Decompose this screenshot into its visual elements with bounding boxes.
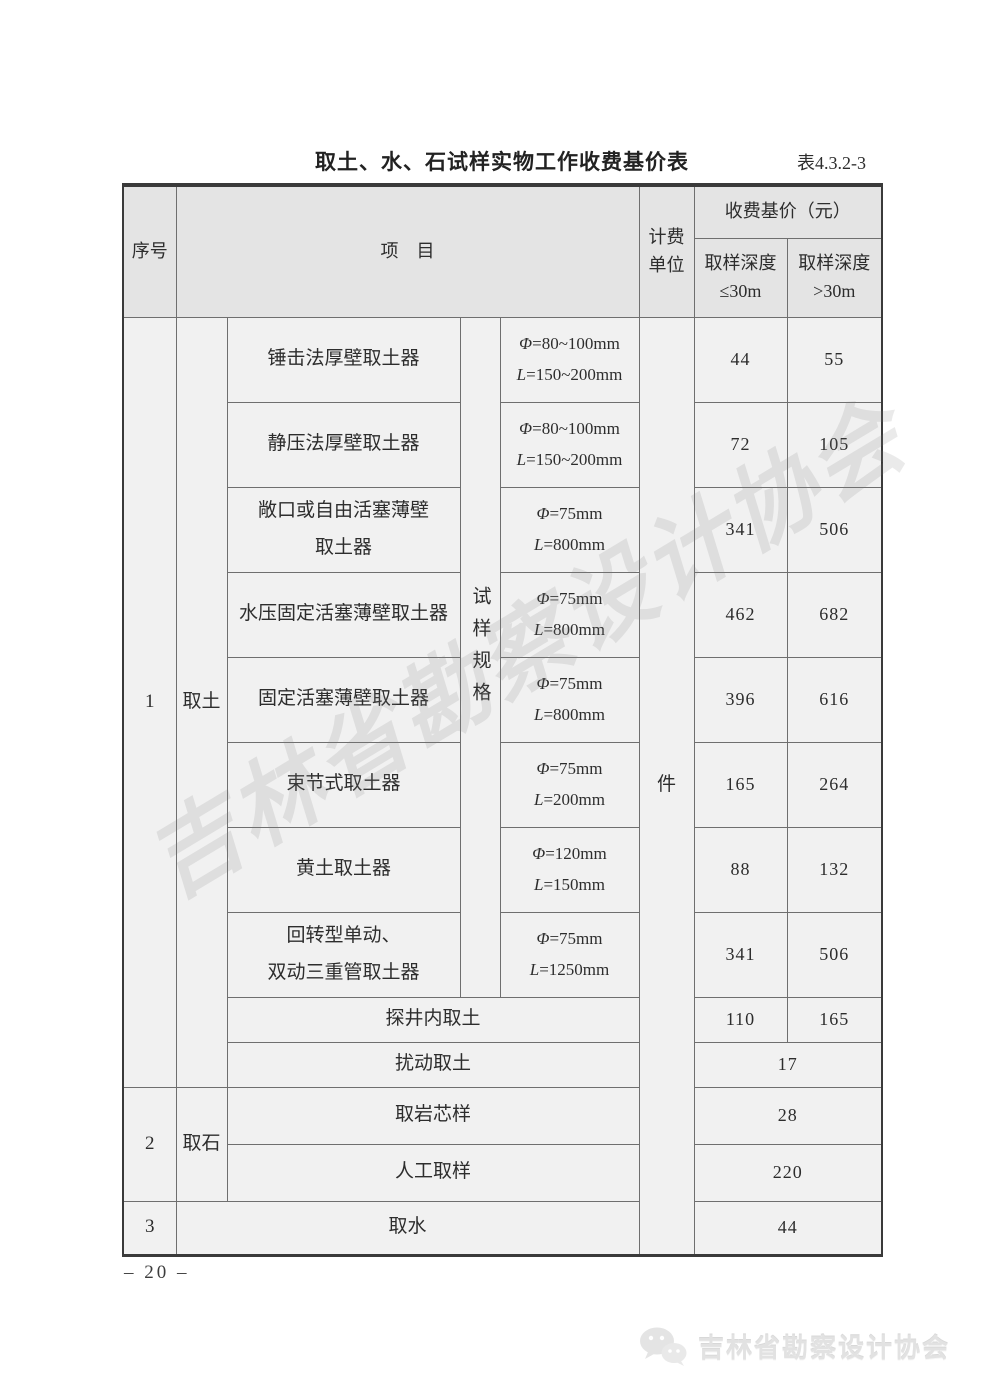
- item-name-cell: 固定活塞薄壁取土器: [226, 656, 461, 743]
- header-depth-gt30: 取样深度 >30m: [786, 237, 883, 318]
- unit-cell: 件: [638, 316, 695, 1256]
- table-row: 束节式取土器 Φ=75mm L=200mm 165 264: [123, 741, 883, 828]
- spec-diameter: Φ=120mm: [532, 843, 607, 863]
- item-name-cell: 束节式取土器: [226, 741, 461, 828]
- spec-cell: Φ=75mm L=800mm: [499, 656, 640, 743]
- header-row-2: 取样深度 ≤30m 取样深度 >30m: [123, 237, 883, 318]
- group-cell: 取土: [175, 316, 228, 1088]
- header-depth-le30: 取样深度 ≤30m: [693, 237, 788, 318]
- seq-cell: 1: [122, 316, 177, 1088]
- table-row: 人工取样 220: [123, 1143, 883, 1202]
- spec-length: L=200mm: [533, 789, 605, 809]
- seq-cell: 2: [122, 1086, 177, 1202]
- item-name-cell: 探井内取土: [226, 996, 640, 1043]
- table-row: 探井内取土 110 165: [123, 996, 883, 1043]
- table-row: 3 取水 44: [122, 1200, 883, 1256]
- price-le30-cell: 44: [693, 316, 788, 403]
- price-le30-cell: 165: [693, 741, 788, 828]
- title-row: 取土、水、石试样实物工作收费基价表 表4.3.2-3: [122, 146, 882, 180]
- spec-length: L=150~200mm: [516, 449, 623, 469]
- spec-length: L=800mm: [533, 619, 605, 639]
- item-name-cell: 人工取样: [226, 1143, 640, 1202]
- item-name-cell: 水压固定活塞薄壁取土器: [226, 571, 461, 658]
- spec-diameter: Φ=80~100mm: [519, 418, 620, 438]
- spec-diameter: Φ=80~100mm: [519, 333, 620, 353]
- table-row: 回转型单动、 双动三重管取土器 Φ=75mm L=1250mm 341 506: [123, 911, 883, 998]
- spec-length: L=800mm: [533, 534, 605, 554]
- spec-cell: Φ=120mm L=150mm: [499, 826, 640, 913]
- table-row: 固定活塞薄壁取土器 Φ=75mm L=800mm 396 616: [123, 656, 883, 743]
- spec-diameter: Φ=75mm: [536, 588, 603, 608]
- price-gt30-cell: 165: [786, 996, 883, 1043]
- item-name-cell: 黄土取土器: [226, 826, 461, 913]
- page-number: – 20 –: [124, 1262, 190, 1283]
- spec-cell: Φ=75mm L=1250mm: [499, 911, 640, 998]
- price-gt30-cell: 616: [786, 656, 883, 743]
- table-row: 2 取石 取岩芯样 28: [122, 1086, 883, 1202]
- price-gt30-cell: 682: [786, 571, 883, 658]
- price-le30-cell: 72: [693, 401, 788, 488]
- table-row: 扰动取土 17: [123, 1041, 883, 1088]
- spec-label-text: 试样规格: [469, 586, 491, 715]
- seq-cell: 3: [122, 1200, 177, 1256]
- table-row: 黄土取土器 Φ=120mm L=150mm 88 132: [123, 826, 883, 913]
- spec-cell: Φ=75mm L=800mm: [499, 571, 640, 658]
- price-le30-cell: 462: [693, 571, 788, 658]
- table-row: 水压固定活塞薄壁取土器 Φ=75mm L=800mm 462 682: [123, 571, 883, 658]
- table-title: 取土、水、石试样实物工作收费基价表: [315, 150, 689, 174]
- price-le30-cell: 341: [693, 486, 788, 573]
- footer-brand: 吉林省勘察设计协会: [638, 1325, 950, 1367]
- table-number: 表4.3.2-3: [797, 153, 866, 173]
- price-gt30-cell: 132: [786, 826, 883, 913]
- group-cell: 取石: [175, 1086, 228, 1202]
- price-merged-cell: 17: [693, 1041, 883, 1088]
- spec-cell: Φ=75mm L=200mm: [499, 741, 640, 828]
- item-name-cell: 锤击法厚壁取土器: [226, 316, 461, 403]
- spec-diameter: Φ=75mm: [536, 928, 603, 948]
- footer-brand-text: 吉林省勘察设计协会: [697, 1332, 950, 1363]
- table-row: 敞口或自由活塞薄壁 取土器 Φ=75mm L=800mm 341 506: [123, 486, 883, 573]
- spec-diameter: Φ=75mm: [536, 758, 603, 778]
- price-merged-cell: 28: [693, 1086, 883, 1145]
- header-item: 项 目: [175, 184, 640, 318]
- wechat-logo-icon: [638, 1325, 688, 1367]
- price-le30-cell: 110: [693, 996, 788, 1043]
- spec-length: L=1250mm: [529, 959, 610, 979]
- spec-length: L=150~200mm: [516, 364, 623, 384]
- spec-cell: Φ=80~100mm L=150~200mm: [499, 401, 640, 488]
- price-gt30-cell: 506: [786, 911, 883, 998]
- spec-length: L=800mm: [533, 704, 605, 724]
- item-name-cell: 敞口或自由活塞薄壁 取土器: [226, 486, 461, 573]
- spec-label-cell: 试样规格: [459, 316, 501, 998]
- price-merged-cell: 220: [693, 1143, 883, 1202]
- price-merged-cell: 44: [693, 1200, 883, 1256]
- header-price-group: 收费基价（元）: [693, 184, 883, 239]
- header-seq: 序号: [122, 184, 177, 318]
- item-name-cell: 取岩芯样: [226, 1086, 640, 1145]
- fee-base-price-table: 序号 项 目 计费 单位 收费基价（元） 取样深度 ≤30m 取样深度 >30m…: [122, 183, 883, 1257]
- spec-diameter: Φ=75mm: [536, 673, 603, 693]
- spec-diameter: Φ=75mm: [536, 503, 603, 523]
- price-gt30-cell: 264: [786, 741, 883, 828]
- header-row-1: 序号 项 目 计费 单位 收费基价（元）: [122, 184, 883, 318]
- price-gt30-cell: 506: [786, 486, 883, 573]
- price-le30-cell: 396: [693, 656, 788, 743]
- item-name-cell: 取水: [175, 1200, 640, 1256]
- item-name-cell: 回转型单动、 双动三重管取土器: [226, 911, 461, 998]
- spec-cell: Φ=80~100mm L=150~200mm: [499, 316, 640, 403]
- table-row: 静压法厚壁取土器 Φ=80~100mm L=150~200mm 72 105: [123, 401, 883, 488]
- spec-length: L=150mm: [533, 874, 605, 894]
- spec-cell: Φ=75mm L=800mm: [499, 486, 640, 573]
- price-gt30-cell: 105: [786, 401, 883, 488]
- table-row: 1 取土 锤击法厚壁取土器 试样规格 Φ=80~100mm L=150~200m…: [122, 316, 883, 1256]
- price-le30-cell: 341: [693, 911, 788, 998]
- item-name-cell: 静压法厚壁取土器: [226, 401, 461, 488]
- price-le30-cell: 88: [693, 826, 788, 913]
- header-unit: 计费 单位: [638, 184, 695, 318]
- price-gt30-cell: 55: [786, 316, 883, 403]
- item-name-cell: 扰动取土: [226, 1041, 640, 1088]
